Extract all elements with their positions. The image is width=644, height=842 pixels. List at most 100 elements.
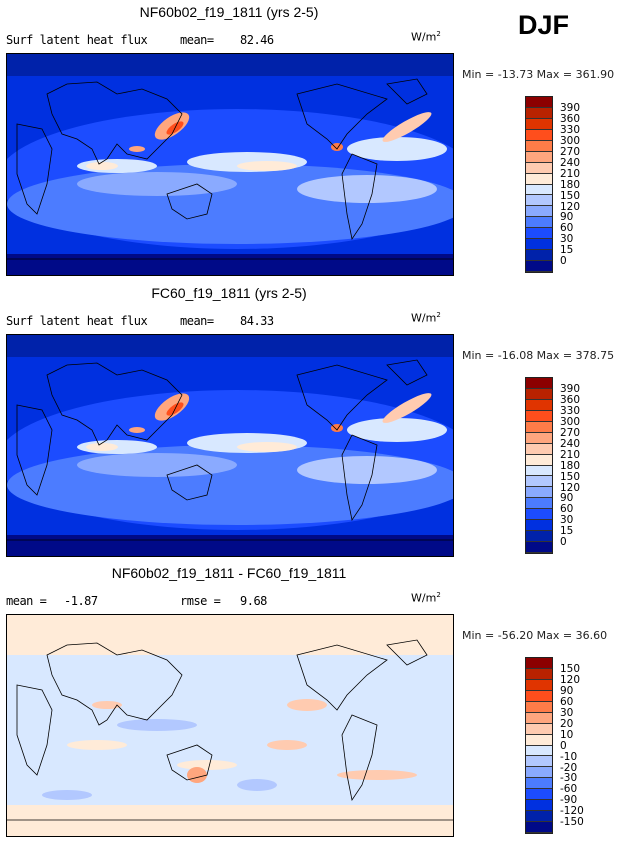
colorbar-box [526,778,552,790]
colorbar-tick-label: 0 [560,255,567,268]
colorbar-tick-label: 330 [560,404,581,417]
colorbar-tick-label: 360 [560,393,581,406]
map-plot [6,334,454,557]
colorbar-tick-label: -90 [560,794,578,807]
colorbar-tick-label: 120 [560,673,581,686]
colorbar-box [526,151,552,163]
colorbar-tick-label: 15 [560,244,574,257]
colorbar-tick-label: 20 [560,717,574,730]
colorbar-tick-label: 60 [560,503,574,516]
colorbar-tick-label: 330 [560,123,581,136]
colorbar-tick-label: 150 [560,189,581,202]
colorbar-box [526,712,552,724]
variable-label: Surf latent heat flux [6,33,148,47]
colorbar-tick-label: 240 [560,156,581,169]
colorbar-tick-label: 390 [560,382,581,395]
colorbar-tick-label: 10 [560,728,574,741]
colorbar-tick-label: 270 [560,426,581,439]
colorbar-box [526,261,552,272]
colorbar [525,657,553,834]
colorbar [525,96,553,273]
colorbar-box [526,239,552,251]
colorbar-box [526,701,552,713]
colorbar-box [526,690,552,702]
colorbar-box [526,206,552,218]
colorbar-box [526,388,552,400]
map-plot [6,614,454,837]
mean-label: mean= [180,33,214,47]
colorbar-box [526,679,552,691]
colorbar-tick-label: 30 [560,233,574,246]
colorbar-box [526,217,552,229]
colorbar-box [526,195,552,207]
units-label: W/m2 [411,311,441,325]
units-label: W/m2 [411,30,441,44]
colorbar-tick-label: 30 [560,514,574,527]
colorbar-tick-label: 60 [560,695,574,708]
colorbar-box [526,432,552,444]
panel-title: FC60_f19_1811 (yrs 2-5) [151,285,307,301]
colorbar-tick-label: 0 [560,536,567,549]
colorbar-box [526,173,552,185]
colorbar-tick-label: -60 [560,783,578,796]
mean-value: 84.33 [240,314,274,328]
colorbar-box [526,443,552,455]
colorbar-tick-label: 300 [560,415,581,428]
min-max-label: Min = -16.08 Max = 378.75 [462,349,615,362]
colorbar-box [526,822,552,833]
colorbar-box [526,228,552,240]
panel-title: NF60b02_f19_1811 - FC60_f19_1811 [111,565,347,581]
colorbar-box [526,129,552,141]
colorbar-box [526,250,552,262]
colorbar-box [526,800,552,812]
colorbar-box [526,509,552,521]
colorbar-tick-label: -10 [560,750,578,763]
colorbar-box [526,184,552,196]
mean-value: 82.46 [240,33,274,47]
colorbar-box [526,789,552,801]
colorbar-box [526,476,552,488]
colorbar-box [526,410,552,422]
colorbar-box [526,734,552,746]
colorbar-box [526,542,552,553]
colorbar-tick-label: 180 [560,459,581,472]
colorbar-box [526,498,552,510]
colorbar-box [526,454,552,466]
colorbar-tick-label: 120 [560,200,581,213]
colorbar-box [526,421,552,433]
colorbar-tick-label: 60 [560,222,574,235]
mean-value: -1.87 [64,594,98,608]
colorbar-box [526,118,552,130]
colorbar-tick-label: 120 [560,481,581,494]
colorbar-tick-label: 90 [560,211,574,224]
colorbar-tick-label: 90 [560,684,574,697]
colorbar-tick-label: 240 [560,437,581,450]
colorbar-box [526,465,552,477]
colorbar-tick-label: 15 [560,525,574,538]
mean-label: mean= [180,314,214,328]
colorbar-tick-label: 30 [560,706,574,719]
min-max-label: Min = -56.20 Max = 36.60 [462,629,608,642]
colorbar-tick-label: 150 [560,662,581,675]
colorbar [525,377,553,554]
colorbar-box [526,487,552,499]
colorbar-box [526,767,552,779]
colorbar-tick-label: 390 [560,101,581,114]
colorbar-box [526,811,552,823]
season-label: DJF [518,10,570,40]
colorbar-box [526,745,552,757]
colorbar-box [526,399,552,411]
heatmap-field [7,335,453,556]
colorbar-box [526,97,552,108]
map-plot [6,53,454,276]
colorbar-tick-label: 180 [560,178,581,191]
colorbar-tick-label: 270 [560,145,581,158]
colorbar-tick-label: 150 [560,470,581,483]
colorbar-tick-label: -30 [560,772,578,785]
colorbar-box [526,140,552,152]
colorbar-box [526,378,552,389]
colorbar-tick-label: 90 [560,492,574,505]
heatmap-field [7,54,453,275]
colorbar-box [526,668,552,680]
colorbar-box [526,531,552,543]
